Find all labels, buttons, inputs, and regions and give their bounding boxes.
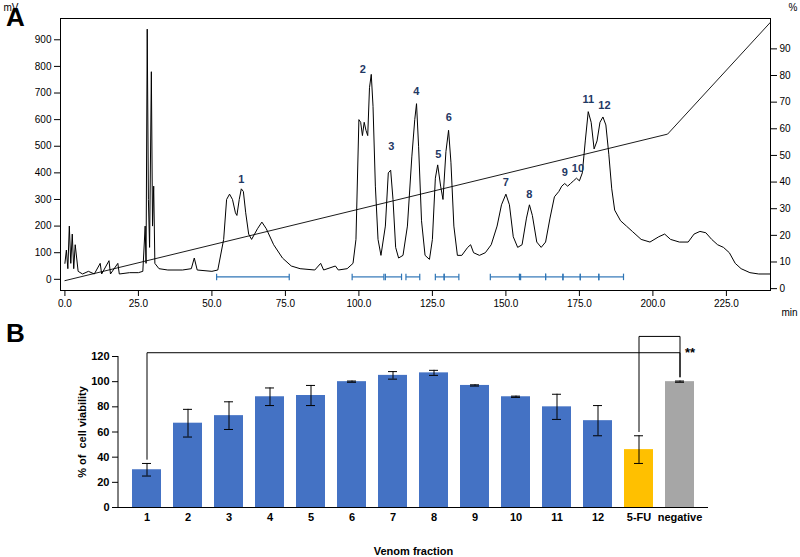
- svg-text:80: 80: [780, 70, 792, 81]
- svg-text:12: 12: [592, 511, 604, 523]
- svg-text:100: 100: [35, 247, 52, 258]
- svg-text:0: 0: [780, 283, 786, 294]
- svg-text:12: 12: [598, 99, 610, 111]
- svg-text:% of cell viability: % of cell viability: [76, 385, 88, 478]
- svg-text:negative: negative: [658, 511, 703, 523]
- svg-text:20: 20: [97, 476, 109, 488]
- svg-text:2: 2: [360, 63, 366, 75]
- svg-text:10: 10: [510, 511, 522, 523]
- svg-text:1: 1: [238, 173, 244, 185]
- svg-text:300: 300: [35, 194, 52, 205]
- svg-text:Venom fraction: Venom fraction: [374, 545, 454, 557]
- svg-text:40: 40: [97, 451, 109, 463]
- svg-text:100.0: 100.0: [346, 298, 371, 309]
- svg-text:7: 7: [390, 511, 396, 523]
- svg-text:200: 200: [35, 220, 52, 231]
- svg-text:4: 4: [413, 85, 420, 97]
- svg-text:40: 40: [780, 176, 792, 187]
- svg-text:6: 6: [349, 511, 355, 523]
- svg-text:50: 50: [780, 150, 792, 161]
- svg-text:90: 90: [780, 43, 792, 54]
- svg-text:100: 100: [91, 375, 109, 387]
- svg-text:3: 3: [388, 140, 394, 152]
- svg-text:11: 11: [582, 93, 594, 105]
- svg-text:600: 600: [35, 114, 52, 125]
- svg-text:700: 700: [35, 87, 52, 98]
- svg-text:2: 2: [185, 511, 191, 523]
- svg-text:10: 10: [780, 256, 792, 267]
- svg-text:800: 800: [35, 61, 52, 72]
- svg-text:225.0: 225.0: [714, 298, 739, 309]
- svg-text:11: 11: [551, 511, 563, 523]
- svg-text:50.0: 50.0: [202, 298, 222, 309]
- svg-text:**: **: [685, 345, 696, 360]
- svg-text:5: 5: [308, 511, 314, 523]
- svg-text:0: 0: [46, 274, 52, 285]
- svg-text:20: 20: [780, 230, 792, 241]
- svg-text:30: 30: [780, 203, 792, 214]
- svg-text:60: 60: [97, 426, 109, 438]
- svg-text:25.0: 25.0: [129, 298, 149, 309]
- svg-text:200.0: 200.0: [640, 298, 665, 309]
- html-text:A: A: [6, 2, 25, 32]
- svg-text:400: 400: [35, 167, 52, 178]
- svg-text:1: 1: [144, 511, 150, 523]
- svg-text:60: 60: [780, 123, 792, 134]
- svg-text:175.0: 175.0: [567, 298, 592, 309]
- svg-text:9: 9: [562, 166, 568, 178]
- svg-text:125.0: 125.0: [420, 298, 445, 309]
- svg-text:5-FU: 5-FU: [627, 511, 652, 523]
- svg-text:5: 5: [435, 148, 441, 160]
- svg-text:10: 10: [572, 162, 584, 174]
- svg-text:70: 70: [780, 96, 792, 107]
- svg-text:3: 3: [226, 511, 232, 523]
- svg-text:500: 500: [35, 140, 52, 151]
- html-text:B: B: [6, 318, 25, 348]
- svg-text:9: 9: [472, 511, 478, 523]
- svg-text:7: 7: [503, 176, 509, 188]
- svg-text:80: 80: [97, 400, 109, 412]
- svg-text:0: 0: [103, 501, 109, 513]
- svg-text:120: 120: [91, 350, 109, 362]
- svg-text:6: 6: [446, 110, 452, 122]
- svg-text:%: %: [789, 2, 798, 13]
- svg-text:0.0: 0.0: [58, 298, 72, 309]
- svg-text:8: 8: [526, 188, 532, 200]
- svg-text:900: 900: [35, 34, 52, 45]
- svg-text:75.0: 75.0: [276, 298, 296, 309]
- svg-text:150.0: 150.0: [493, 298, 518, 309]
- svg-text:8: 8: [431, 511, 437, 523]
- svg-text:min: min: [781, 307, 797, 318]
- svg-text:4: 4: [267, 511, 274, 523]
